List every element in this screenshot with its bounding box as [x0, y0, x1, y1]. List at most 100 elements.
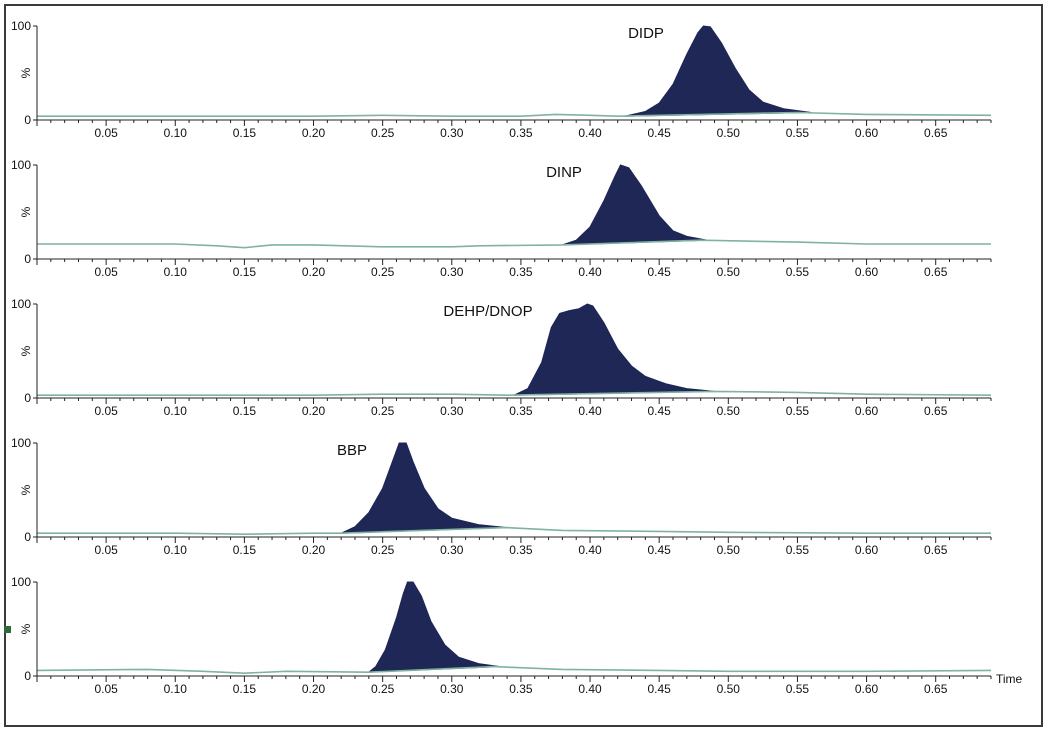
x-tick-label-4-5: 0.30	[440, 543, 464, 557]
x-tick-label-3-3: 0.20	[302, 404, 326, 418]
baseline-trace-3	[37, 390, 992, 397]
x-tick-label-1-1: 0.10	[164, 126, 188, 140]
y-axis-title-2: %	[19, 206, 33, 217]
x-tick-label-2-5: 0.30	[440, 265, 464, 279]
x-tick-label-5-12: 0.65	[924, 682, 948, 696]
x-tick-label-5-9: 0.50	[717, 682, 741, 696]
x-tick-label-2-8: 0.45	[647, 265, 671, 279]
x-tick-label-4-3: 0.20	[302, 543, 326, 557]
x-tick-label-3-10: 0.55	[786, 404, 810, 418]
x-tick-label-3-8: 0.45	[647, 404, 671, 418]
panel-2: 100 0% 0.05 0.10 0.15 0.20 0.25 0.30 0.35 0.40 0.4…	[11, 158, 992, 279]
x-tick-label-2-10: 0.55	[786, 265, 810, 279]
y-axis-title-5: %	[19, 623, 33, 634]
x-tick-label-5-4: 0.25	[371, 682, 395, 696]
x-tick-label-4-1: 0.10	[164, 543, 188, 557]
x-tick-label-3-6: 0.35	[509, 404, 533, 418]
peak-label-2: DINP	[546, 164, 582, 181]
x-tick-label-5-10: 0.55	[786, 682, 810, 696]
x-tick-label-1-2: 0.15	[233, 126, 257, 140]
panel-1: 100 0% 0.05 0.10 0.15 0.20 0.25 0.30 0.35 0.40 0.4…	[11, 19, 992, 140]
chart-frame	[4, 4, 1043, 727]
peak-label-4: BBP	[337, 442, 367, 459]
peak-area-3	[513, 303, 715, 396]
peak-label-1: DIDP	[628, 25, 664, 42]
peak-area-5	[367, 581, 501, 673]
x-tick-label-4-4: 0.25	[371, 543, 395, 557]
x-tick-label-2-4: 0.25	[371, 265, 395, 279]
panel-5: 100 0% 0.05 0.10 0.15 0.20 0.25 0.30 0.35 0.40 0.4…	[11, 575, 1023, 696]
x-tick-label-1-0: 0.05	[94, 126, 118, 140]
x-tick-label-5-5: 0.30	[440, 682, 464, 696]
x-tick-label-1-4: 0.25	[371, 126, 395, 140]
x-tick-label-4-6: 0.35	[509, 543, 533, 557]
y-tick-label-5-0: 100	[11, 575, 31, 589]
baseline-trace-2	[37, 239, 991, 249]
x-tick-label-3-5: 0.30	[440, 404, 464, 418]
panel-4: 100 0% 0.05 0.10 0.15 0.20 0.25 0.30 0.35 0.40 0.4…	[11, 436, 992, 557]
side-marker	[4, 626, 11, 633]
x-tick-label-5-6: 0.35	[509, 682, 533, 696]
y-tick-label-3-1: 0	[24, 391, 31, 405]
x-tick-label-3-11: 0.60	[855, 404, 879, 418]
x-tick-label-3-2: 0.15	[233, 404, 257, 418]
x-tick-label-2-3: 0.20	[302, 265, 326, 279]
x-tick-label-3-4: 0.25	[371, 404, 395, 418]
y-tick-label-2-0: 100	[11, 158, 31, 172]
x-tick-label-3-9: 0.50	[717, 404, 741, 418]
x-tick-label-1-11: 0.60	[855, 126, 879, 140]
x-tick-label-3-12: 0.65	[924, 404, 948, 418]
baseline-trace-4	[37, 526, 991, 536]
x-tick-label-5-1: 0.10	[164, 682, 188, 696]
x-tick-label-4-12: 0.65	[924, 543, 948, 557]
x-tick-label-4-11: 0.60	[855, 543, 879, 557]
x-tick-label-4-8: 0.45	[647, 543, 671, 557]
y-tick-label-4-1: 0	[24, 530, 31, 544]
x-tick-label-2-6: 0.35	[509, 265, 533, 279]
x-tick-label-1-8: 0.45	[647, 126, 671, 140]
x-tick-label-3-0: 0.05	[94, 404, 118, 418]
x-tick-label-2-12: 0.65	[924, 265, 948, 279]
y-tick-label-4-0: 100	[11, 436, 31, 450]
y-axis-title-4: %	[19, 484, 33, 495]
peak-label-3: DEHP/DNOP	[443, 303, 532, 320]
x-tick-label-4-7: 0.40	[578, 543, 602, 557]
y-tick-label-2-1: 0	[24, 252, 31, 266]
x-tick-label-2-11: 0.60	[855, 265, 879, 279]
x-tick-label-1-12: 0.65	[924, 126, 948, 140]
peak-area-1	[624, 25, 812, 117]
x-tick-label-5-0: 0.05	[94, 682, 118, 696]
y-tick-label-5-1: 0	[24, 669, 31, 683]
x-tick-label-1-7: 0.40	[578, 126, 602, 140]
x-tick-label-4-2: 0.15	[233, 543, 257, 557]
panel-3: 100 0% 0.05 0.10 0.15 0.20 0.25 0.30 0.35 0.40 0.4…	[11, 297, 992, 418]
x-tick-label-2-1: 0.10	[164, 265, 188, 279]
x-tick-label-2-7: 0.40	[578, 265, 602, 279]
x-tick-label-1-3: 0.20	[302, 126, 326, 140]
x-tick-label-5-3: 0.20	[302, 682, 326, 696]
x-tick-label-3-1: 0.10	[164, 404, 188, 418]
x-tick-label-3-7: 0.40	[578, 404, 602, 418]
x-tick-label-1-5: 0.30	[440, 126, 464, 140]
y-tick-label-1-0: 100	[11, 19, 31, 33]
x-tick-label-2-2: 0.15	[233, 265, 257, 279]
x-tick-label-4-9: 0.50	[717, 543, 741, 557]
x-tick-label-2-0: 0.05	[94, 265, 118, 279]
x-tick-label-4-10: 0.55	[786, 543, 810, 557]
x-tick-label-1-10: 0.55	[786, 126, 810, 140]
x-tick-label-1-6: 0.35	[509, 126, 533, 140]
peak-area-4	[340, 442, 508, 534]
x-tick-label-2-9: 0.50	[717, 265, 741, 279]
baseline-trace-5	[36, 665, 992, 675]
y-axis-title-3: %	[19, 345, 33, 356]
baseline-trace-1	[37, 111, 992, 118]
peak-area-2	[562, 164, 708, 246]
x-tick-label-4-0: 0.05	[94, 543, 118, 557]
x-tick-label-5-11: 0.60	[855, 682, 879, 696]
y-tick-label-3-0: 100	[11, 297, 31, 311]
y-tick-label-1-1: 0	[24, 113, 31, 127]
x-tick-label-5-8: 0.45	[647, 682, 671, 696]
x-tick-label-5-7: 0.40	[578, 682, 602, 696]
x-tick-label-5-2: 0.15	[233, 682, 257, 696]
